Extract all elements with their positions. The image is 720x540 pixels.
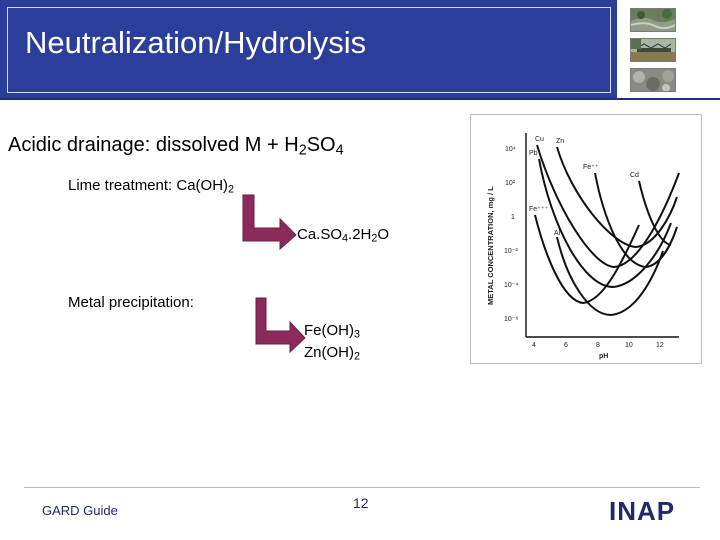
stream-photo bbox=[630, 8, 676, 32]
x-tick-label: 8 bbox=[596, 342, 600, 349]
y-tick-label: 10² bbox=[505, 180, 516, 187]
curve-label-cd: Cd bbox=[630, 172, 639, 179]
curve-cd bbox=[638, 180, 672, 246]
solubility-graph: METAL CONCENTRATION, mg / L 10⁴ 10² 1 10… bbox=[470, 114, 702, 364]
footer-rule bbox=[24, 487, 700, 488]
bridge-photo bbox=[630, 38, 676, 62]
footer-source: GARD Guide bbox=[42, 503, 118, 518]
curve-cu bbox=[536, 144, 680, 269]
page-number: 12 bbox=[353, 495, 369, 511]
title-bar: Neutralization/Hydrolysis bbox=[0, 0, 617, 98]
curve-al bbox=[556, 236, 664, 317]
lime-arrow bbox=[242, 194, 297, 251]
x-tick-label: 12 bbox=[656, 342, 664, 349]
curve-fe3 bbox=[534, 214, 640, 305]
curve-pb bbox=[538, 158, 672, 289]
metal-precipitation-text: Metal precipitation: bbox=[68, 294, 194, 311]
hydroxide-products-text: Fe(OH)3 Zn(OH)2 bbox=[304, 322, 361, 363]
curve-label-pb: Pb bbox=[529, 150, 538, 157]
lime-treatment-text: Lime treatment: Ca(OH)2 bbox=[68, 177, 235, 196]
gypsum-product-text: Ca.SO4.2H2O bbox=[297, 226, 390, 245]
x-tick-label: 6 bbox=[564, 342, 568, 349]
y-tick-label: 1 bbox=[511, 214, 515, 221]
curve-label-fe2: Fe⁺⁺ bbox=[583, 164, 599, 171]
header-rule bbox=[0, 98, 720, 100]
y-tick-label: 10⁻⁶ bbox=[504, 316, 518, 323]
x-tick-label: 10 bbox=[625, 342, 633, 349]
graph-ylabel: METAL CONCENTRATION, mg / L bbox=[486, 186, 495, 305]
slide-title: Neutralization/Hydrolysis bbox=[25, 25, 367, 60]
graph-xlabel: pH bbox=[599, 353, 608, 360]
precipitation-arrow bbox=[255, 297, 306, 354]
title-frame bbox=[7, 7, 611, 93]
curve-zn bbox=[556, 146, 678, 249]
curve-label-cu: Cu bbox=[535, 136, 544, 143]
curve-fe2 bbox=[594, 172, 678, 269]
y-tick-label: 10⁻⁴ bbox=[504, 282, 519, 289]
x-tick-label: 4 bbox=[532, 342, 536, 349]
y-tick-label: 10⁻² bbox=[504, 248, 518, 255]
rock-photo bbox=[630, 68, 676, 92]
acidic-drainage-text: Acidic drainage: dissolved M + H2SO4 bbox=[8, 134, 344, 159]
curve-label-fe3: Fe⁺⁺⁺ bbox=[529, 206, 549, 213]
y-tick-label: 10⁴ bbox=[505, 146, 516, 153]
header: Neutralization/Hydrolysis bbox=[0, 0, 720, 100]
inap-logo: INAP bbox=[609, 496, 676, 526]
curve-label-zn: Zn bbox=[556, 138, 564, 145]
curve-label-al: Al bbox=[554, 230, 561, 237]
